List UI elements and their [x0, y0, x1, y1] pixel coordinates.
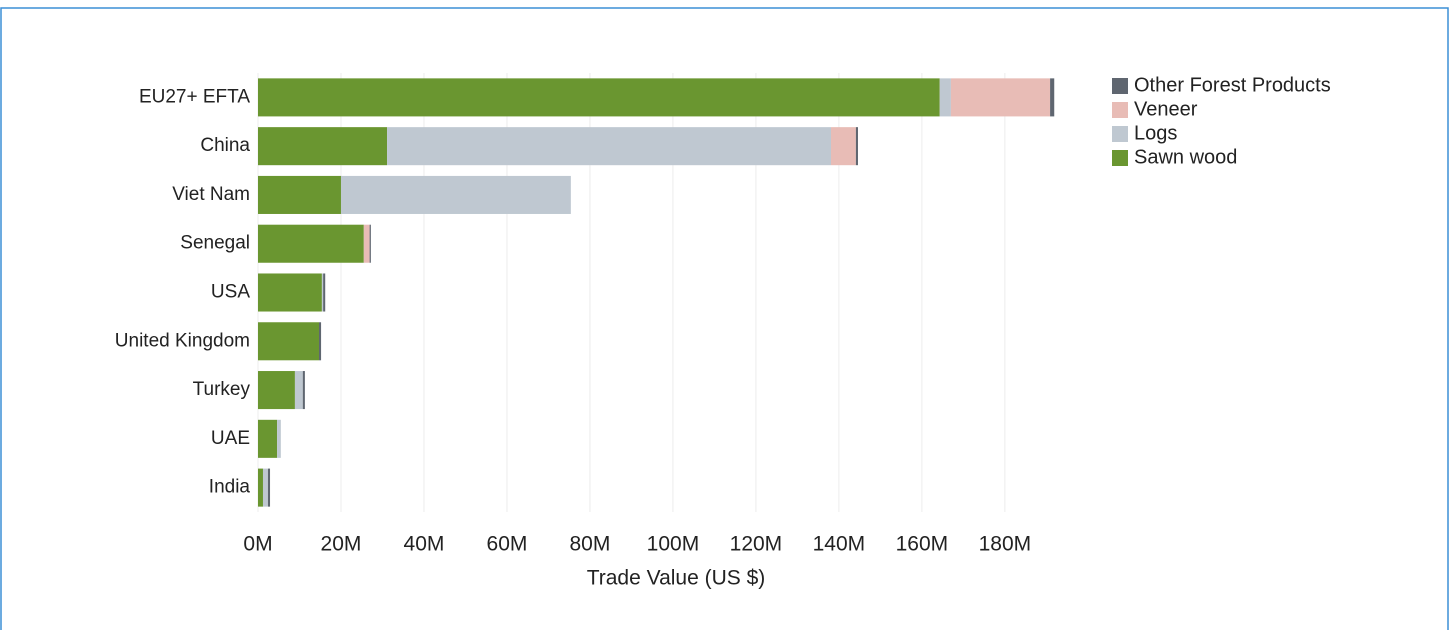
y-tick-label: China [200, 135, 250, 156]
legend-label: Other Forest Products [1134, 74, 1331, 96]
bar-segment [855, 127, 858, 166]
x-tick-label: 0M [243, 533, 272, 556]
bar-segment [1050, 78, 1055, 117]
bar-segment [323, 273, 326, 312]
legend-label: Veneer [1134, 98, 1198, 120]
bar-segment [258, 78, 940, 117]
x-tick-label: 60M [487, 533, 528, 556]
bar-segment [939, 78, 951, 117]
bar-segment [277, 419, 281, 458]
frame [0, 7, 1449, 635]
bar-segment [258, 224, 364, 263]
bar-segment [258, 371, 295, 410]
y-tick-label: USA [211, 282, 250, 303]
legend-swatch [1112, 102, 1128, 118]
bar-segment [258, 175, 341, 214]
x-axis-title: Trade Value (US $) [587, 567, 766, 590]
x-tick-label: 20M [321, 533, 362, 556]
bar-segment [258, 273, 322, 312]
y-tick-label: United Kingdom [115, 330, 250, 351]
bar-segment [387, 127, 832, 166]
bar-segment [258, 468, 263, 507]
bar-segment [258, 322, 319, 361]
bar-segment [950, 78, 1051, 117]
legend-swatch [1112, 150, 1128, 166]
bar-segment [831, 127, 856, 166]
y-tick-label: Senegal [180, 233, 250, 254]
y-tick-label: Viet Nam [172, 184, 250, 205]
bar-segment [302, 371, 305, 410]
x-tick-label: 80M [570, 533, 611, 556]
bar-segment [369, 224, 371, 263]
bar-segment [363, 224, 370, 263]
legend-label: Logs [1134, 122, 1177, 144]
bar-segment [258, 419, 278, 458]
x-tick-label: 140M [813, 533, 866, 556]
bar-segment [267, 468, 271, 507]
y-tick-label: India [209, 477, 251, 498]
bar-segment [294, 371, 303, 410]
legend-label: Sawn wood [1134, 146, 1237, 168]
legend-swatch [1112, 78, 1128, 94]
x-tick-label: 180M [979, 533, 1032, 556]
bar-segment [318, 322, 322, 361]
x-tick-label: 120M [730, 533, 783, 556]
bar-segment [262, 468, 268, 507]
x-tick-label: 160M [896, 533, 949, 556]
y-tick-label: UAE [211, 428, 250, 449]
y-tick-label: Turkey [193, 379, 251, 400]
bar-segment [340, 175, 571, 214]
y-tick-label: EU27+ EFTA [139, 86, 250, 107]
x-tick-label: 40M [404, 533, 445, 556]
bar-segment [258, 127, 388, 166]
bar-segment [321, 273, 324, 312]
x-tick-label: 100M [647, 533, 700, 556]
legend-swatch [1112, 126, 1128, 142]
